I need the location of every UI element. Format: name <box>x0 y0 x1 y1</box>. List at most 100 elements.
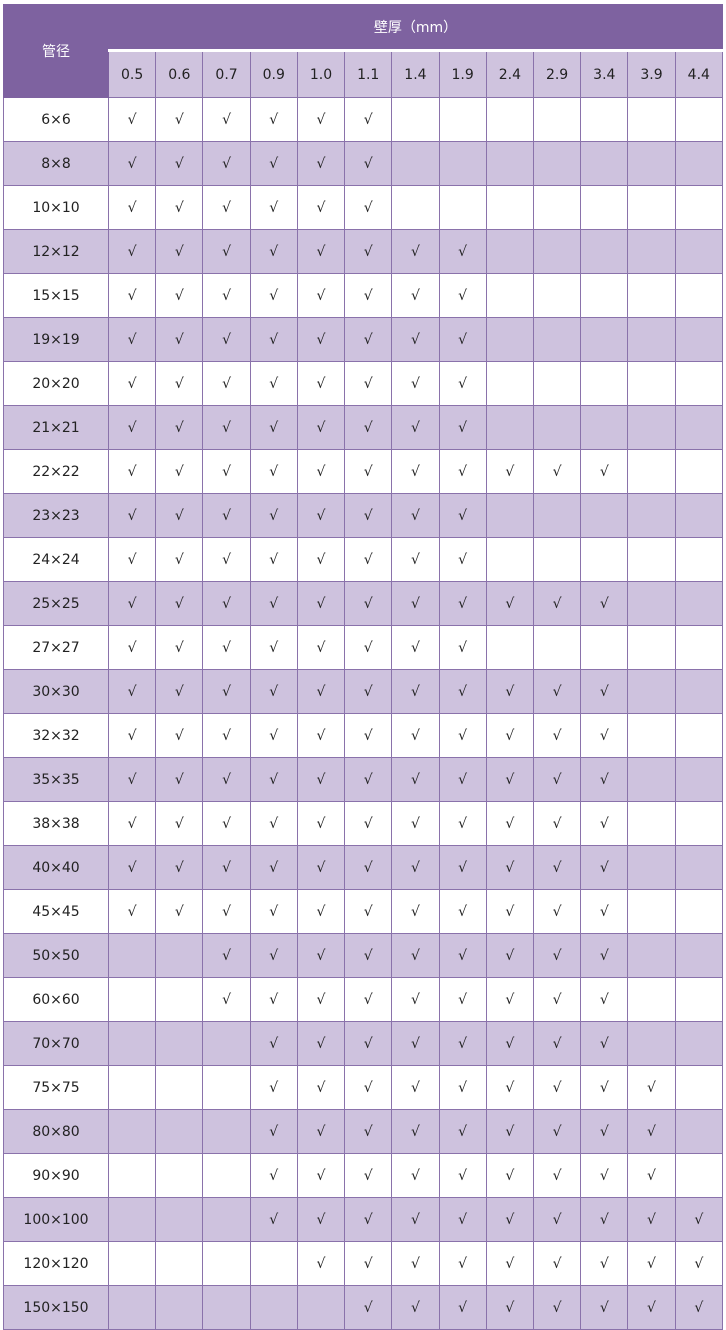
pipe-size-cell: 90×90 <box>3 1153 109 1198</box>
thickness-header: 1.4 <box>391 49 440 98</box>
availability-cell <box>155 1065 204 1110</box>
availability-cell <box>627 845 676 890</box>
availability-cell: √ <box>627 1197 676 1242</box>
availability-cell: √ <box>485 801 534 846</box>
table-row: 23×23 √ √ √ √ √ √ √ √ <box>3 493 724 538</box>
availability-cell <box>627 97 676 142</box>
availability-cell: √ <box>344 669 393 714</box>
availability-cell: √ <box>296 405 346 450</box>
availability-cell: √ <box>249 185 298 230</box>
availability-cell: √ <box>391 1109 440 1154</box>
availability-cell <box>532 229 582 274</box>
availability-cell: √ <box>580 1197 629 1242</box>
availability-cell: √ <box>107 449 157 494</box>
pipe-size-cell: 21×21 <box>3 405 109 450</box>
availability-cell: √ <box>438 889 487 934</box>
availability-cell: √ <box>438 801 487 846</box>
availability-cell: √ <box>485 757 534 802</box>
availability-cell: √ <box>532 933 582 978</box>
availability-cell: √ <box>202 713 251 758</box>
table-row: 10×10 √ √ √ √ √ √ <box>3 185 724 230</box>
availability-cell: √ <box>249 1197 298 1242</box>
availability-cell: √ <box>391 405 440 450</box>
availability-cell: √ <box>580 933 629 978</box>
availability-cell: √ <box>202 845 251 890</box>
availability-cell: √ <box>438 537 487 582</box>
availability-cell <box>580 625 629 670</box>
availability-cell: √ <box>627 1241 676 1286</box>
availability-cell: √ <box>391 977 440 1022</box>
availability-cell: √ <box>391 1065 440 1110</box>
availability-cell <box>674 1153 724 1198</box>
pipe-size-cell: 19×19 <box>3 317 109 362</box>
availability-cell: √ <box>532 1021 582 1066</box>
availability-cell: √ <box>344 229 393 274</box>
pipe-size-cell: 75×75 <box>3 1065 109 1110</box>
availability-cell: √ <box>249 581 298 626</box>
availability-cell: √ <box>438 317 487 362</box>
pipe-size-cell: 150×150 <box>3 1285 109 1330</box>
availability-cell: √ <box>391 1241 440 1286</box>
availability-cell: √ <box>532 581 582 626</box>
table-row: 32×32 √ √ √ √ √ √ √ √ √ √ √ <box>3 713 724 758</box>
availability-cell <box>627 537 676 582</box>
availability-cell: √ <box>580 1153 629 1198</box>
availability-cell <box>674 977 724 1022</box>
availability-cell: √ <box>249 757 298 802</box>
availability-cell <box>580 493 629 538</box>
availability-cell: √ <box>202 361 251 406</box>
availability-cell <box>391 97 440 142</box>
availability-cell <box>627 977 676 1022</box>
availability-cell: √ <box>391 1153 440 1198</box>
availability-cell <box>674 273 724 318</box>
availability-cell: √ <box>155 97 204 142</box>
availability-cell: √ <box>202 97 251 142</box>
pipe-size-cell: 30×30 <box>3 669 109 714</box>
availability-cell <box>580 185 629 230</box>
availability-cell: √ <box>249 1065 298 1110</box>
availability-cell: √ <box>155 185 204 230</box>
table-row: 27×27 √ √ √ √ √ √ √ √ <box>3 625 724 670</box>
availability-cell: √ <box>627 1285 676 1330</box>
availability-cell: √ <box>438 405 487 450</box>
availability-cell <box>580 273 629 318</box>
availability-cell <box>674 97 724 142</box>
availability-cell: √ <box>296 141 346 186</box>
availability-cell <box>391 185 440 230</box>
availability-cell: √ <box>296 1109 346 1154</box>
availability-cell <box>674 141 724 186</box>
availability-cell <box>674 493 724 538</box>
availability-cell <box>107 1109 157 1154</box>
availability-cell: √ <box>249 933 298 978</box>
pipe-size-cell: 32×32 <box>3 713 109 758</box>
availability-cell <box>155 977 204 1022</box>
availability-cell: √ <box>296 273 346 318</box>
availability-cell <box>249 1285 298 1330</box>
availability-cell: √ <box>344 141 393 186</box>
availability-cell: √ <box>344 1241 393 1286</box>
availability-cell: √ <box>249 273 298 318</box>
pipe-size-cell: 25×25 <box>3 581 109 626</box>
availability-cell: √ <box>532 889 582 934</box>
availability-cell <box>532 361 582 406</box>
spec-table: 管径 壁厚（mm） 0.5 0.6 0.7 0.9 1.0 1.1 1.4 1.9 2.4 2.9… <box>3 4 724 1330</box>
table-row: 40×40 √ √ √ √ √ √ √ √ √ √ √ <box>3 845 724 890</box>
availability-cell <box>627 757 676 802</box>
availability-cell: √ <box>155 361 204 406</box>
availability-cell <box>485 493 534 538</box>
availability-cell: √ <box>580 801 629 846</box>
availability-cell: √ <box>580 581 629 626</box>
availability-cell: √ <box>485 889 534 934</box>
availability-cell: √ <box>107 185 157 230</box>
availability-cell <box>580 405 629 450</box>
availability-cell <box>674 449 724 494</box>
availability-cell: √ <box>580 669 629 714</box>
availability-cell: √ <box>438 757 487 802</box>
availability-cell: √ <box>344 1197 393 1242</box>
availability-cell: √ <box>580 1065 629 1110</box>
availability-cell <box>627 493 676 538</box>
availability-cell: √ <box>155 537 204 582</box>
availability-cell <box>107 1285 157 1330</box>
availability-cell <box>627 581 676 626</box>
availability-cell: √ <box>438 493 487 538</box>
